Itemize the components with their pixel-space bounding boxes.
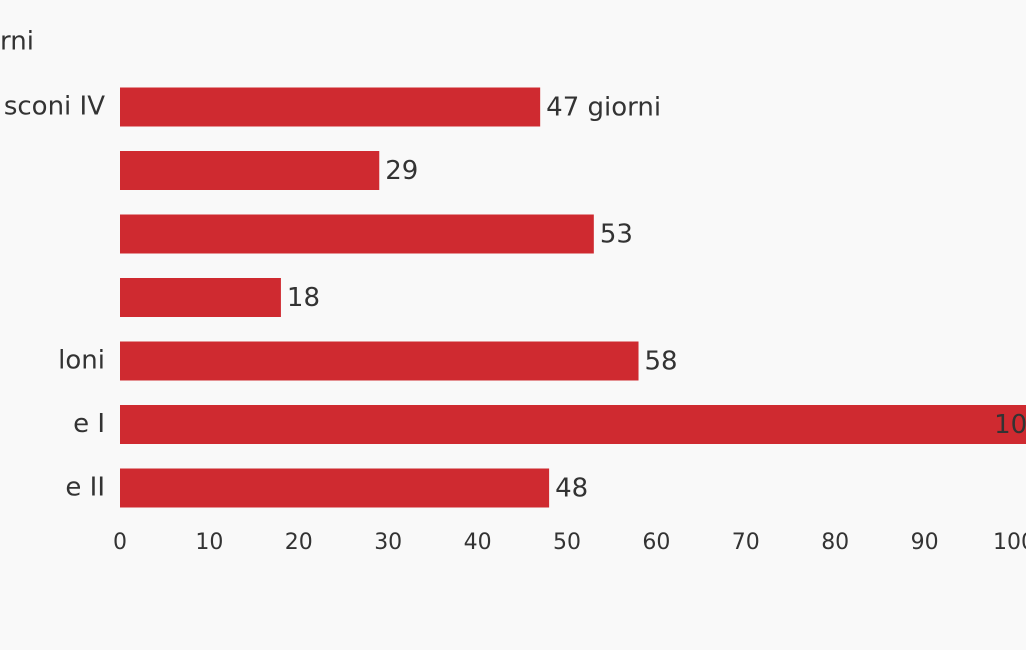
value-label: 47 giorni xyxy=(546,93,661,123)
chart-title: rni xyxy=(0,27,34,57)
x-tick-label: 50 xyxy=(553,530,581,555)
x-tick-label: 30 xyxy=(374,530,402,555)
x-tick-label: 90 xyxy=(911,530,939,555)
x-tick-label: 100 xyxy=(993,530,1026,555)
bar xyxy=(120,87,541,127)
y-tick-label: loni xyxy=(58,346,105,376)
y-tick-label: e II xyxy=(65,473,105,503)
bar xyxy=(120,405,1026,444)
bar xyxy=(120,278,281,317)
y-tick-label: e I xyxy=(73,409,105,439)
bar xyxy=(120,214,594,254)
bar xyxy=(120,151,380,190)
x-tick-label: 70 xyxy=(732,530,760,555)
x-tick-label: 0 xyxy=(113,530,127,555)
value-label: 53 xyxy=(600,220,633,250)
value-label: 18 xyxy=(287,283,320,313)
x-tick-label: 40 xyxy=(464,530,492,555)
value-label: 29 xyxy=(385,156,418,186)
bar xyxy=(120,341,639,381)
bar xyxy=(120,468,550,508)
x-tick-label: 60 xyxy=(642,530,670,555)
x-tick-label: 80 xyxy=(821,530,849,555)
y-tick-label: sconi IV xyxy=(4,92,105,122)
value-label: 58 xyxy=(645,347,678,377)
x-tick-label: 10 xyxy=(195,530,223,555)
value-label: 48 xyxy=(555,474,588,504)
x-tick-label: 20 xyxy=(285,530,313,555)
value-label: 104 xyxy=(994,410,1026,440)
